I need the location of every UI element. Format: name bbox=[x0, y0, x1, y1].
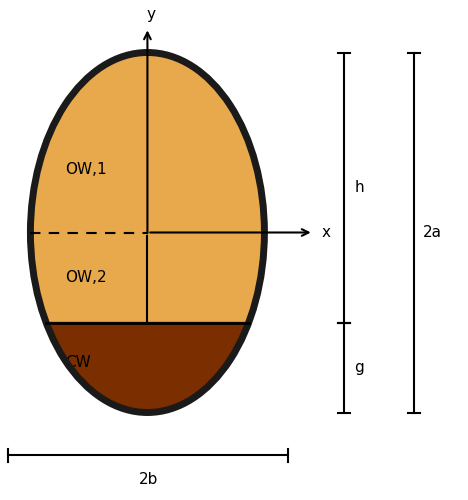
Text: OW,2: OW,2 bbox=[66, 270, 107, 285]
Text: CW: CW bbox=[66, 355, 91, 370]
Text: x: x bbox=[322, 225, 331, 240]
Text: OW,1: OW,1 bbox=[66, 162, 107, 177]
Polygon shape bbox=[30, 52, 264, 233]
Text: h: h bbox=[354, 180, 364, 195]
Text: 2b: 2b bbox=[139, 472, 158, 488]
Text: 2a: 2a bbox=[423, 225, 442, 240]
Polygon shape bbox=[46, 322, 249, 412]
Text: y: y bbox=[146, 6, 156, 22]
Polygon shape bbox=[30, 232, 264, 322]
Text: g: g bbox=[354, 360, 364, 375]
